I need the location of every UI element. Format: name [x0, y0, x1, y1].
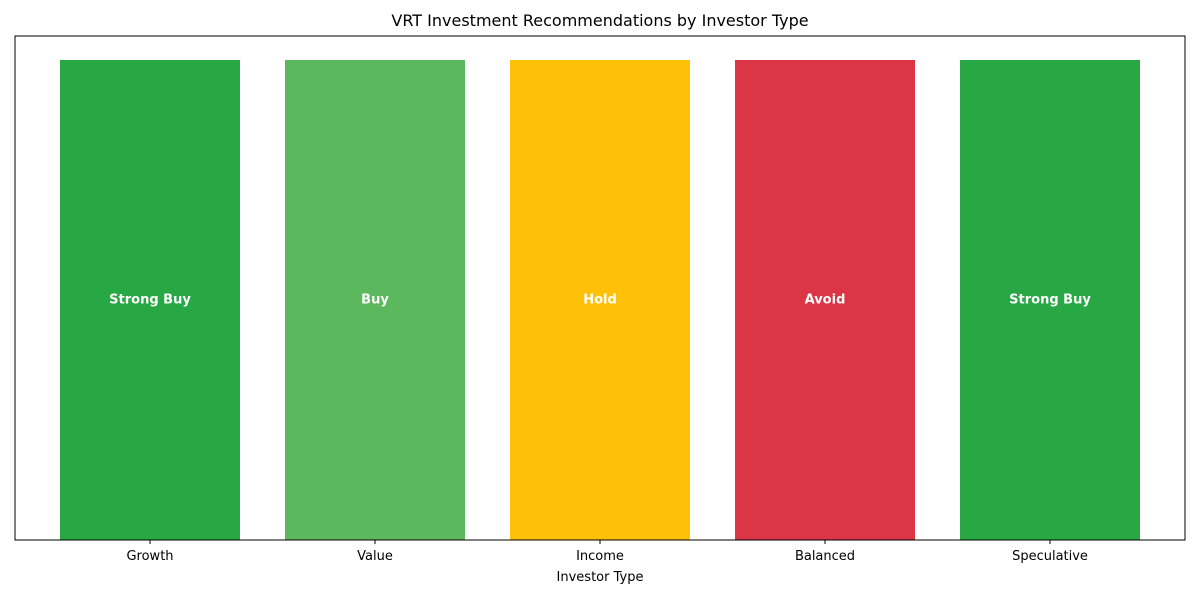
- x-tick-label-value: Value: [357, 549, 393, 564]
- chart-title: VRT Investment Recommendations by Invest…: [391, 11, 808, 30]
- x-tick-label-income: Income: [576, 549, 624, 564]
- bar-labels-group: Strong Buy Buy Hold Avoid Strong Buy: [109, 293, 1091, 308]
- x-tick-label-balanced: Balanced: [795, 549, 855, 564]
- bar-label-growth: Strong Buy: [109, 293, 191, 308]
- bar-growth: [60, 60, 240, 540]
- bar-speculative: [960, 60, 1140, 540]
- bar-label-value: Buy: [361, 293, 389, 308]
- bar-label-balanced: Avoid: [805, 293, 846, 308]
- plot-frame: [14, 35, 1186, 541]
- bar-value: [285, 60, 465, 540]
- x-tick-label-speculative: Speculative: [1012, 549, 1088, 564]
- bar-label-income: Hold: [583, 293, 617, 308]
- bar-income: [510, 60, 690, 540]
- x-tick-label-growth: Growth: [126, 549, 173, 564]
- bars-group: [60, 60, 1140, 540]
- x-ticks-group: Growth Value Income Balanced Speculative: [126, 540, 1088, 564]
- bar-label-speculative: Strong Buy: [1009, 293, 1091, 308]
- x-axis-label: Investor Type: [557, 570, 644, 585]
- bar-balanced: [735, 60, 915, 540]
